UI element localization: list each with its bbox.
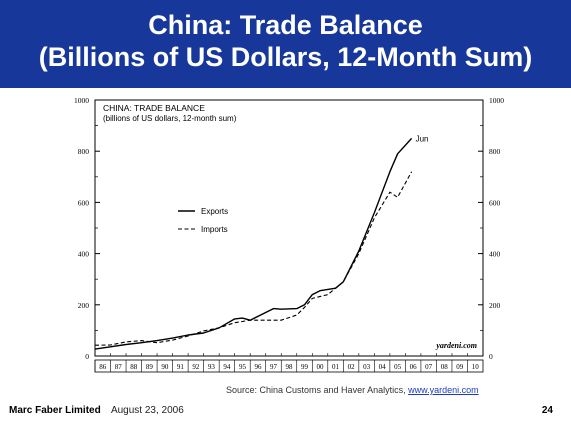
x-tick-label: 00: [317, 363, 325, 371]
slide-title-line2: (Billions of US Dollars, 12-Month Sum): [38, 42, 533, 72]
x-tick-label: 06: [410, 363, 418, 371]
series-line-exports: [94, 137, 413, 350]
footer: Marc Faber Limited August 23, 2006: [9, 405, 184, 416]
source-text: Source: China Customs and Haver Analytic…: [226, 385, 409, 395]
source-note: Source: China Customs and Haver Analytic…: [226, 385, 479, 395]
x-tick-label: 94: [223, 363, 231, 371]
x-tick-label: 98: [286, 363, 294, 371]
x-tick-label: 99: [301, 363, 309, 371]
x-tick-label: 90: [161, 363, 169, 371]
x-tick-label: 01: [332, 363, 340, 371]
x-tick-label: 97: [270, 363, 278, 371]
x-tick-label: 02: [348, 363, 356, 371]
chart-title: CHINA: TRADE BALANCE: [103, 103, 205, 113]
end-annotation: Jun: [416, 134, 429, 143]
x-tick-label: 89: [146, 363, 154, 371]
legend-label-imports: Imports: [201, 225, 228, 234]
y-tick-label-left: 0: [85, 352, 89, 361]
x-tick-label: 93: [208, 363, 216, 371]
chart-subtitle: (billions of US dollars, 12-month sum): [103, 114, 237, 123]
footer-date: August 23, 2006: [110, 405, 184, 416]
x-tick-label: 03: [363, 363, 371, 371]
x-tick-label: 91: [177, 363, 185, 371]
legend-label-exports: Exports: [201, 207, 228, 216]
y-tick-label-right: 200: [489, 301, 501, 310]
x-tick-label: 92: [192, 363, 200, 371]
title-band: China: Trade Balance (Billions of US Dol…: [0, 0, 571, 88]
x-tick-label: 87: [115, 363, 123, 371]
y-tick-label-left: 800: [78, 147, 90, 156]
y-tick-label-left: 400: [78, 250, 90, 259]
slide-title-line1: China: Trade Balance: [148, 10, 423, 40]
y-tick-label-left: 600: [78, 198, 90, 207]
x-tick-label: 86: [99, 363, 107, 371]
x-tick-label: 10: [472, 363, 480, 371]
y-tick-label-left: 200: [78, 301, 90, 310]
x-tick-label: 09: [456, 363, 464, 371]
x-tick-label: 08: [441, 363, 449, 371]
y-tick-label-right: 1000: [489, 96, 504, 105]
x-tick-label: 96: [254, 363, 262, 371]
y-tick-label-right: 400: [489, 250, 501, 259]
y-tick-label-right: 800: [489, 147, 501, 156]
x-tick-label: 07: [425, 363, 433, 371]
y-tick-label-left: 1000: [74, 96, 89, 105]
x-tick-label: 05: [394, 363, 402, 371]
y-tick-label-right: 0: [489, 352, 493, 361]
y-tick-label-right: 600: [489, 198, 501, 207]
watermark: yardeni.com: [435, 341, 477, 350]
page-number: 24: [541, 405, 553, 416]
x-tick-label: 95: [239, 363, 247, 371]
footer-company: Marc Faber Limited: [9, 405, 101, 416]
x-tick-label: 04: [379, 363, 387, 371]
source-link[interactable]: www.yardeni.com: [408, 385, 479, 395]
x-tick-label: 88: [130, 363, 138, 371]
